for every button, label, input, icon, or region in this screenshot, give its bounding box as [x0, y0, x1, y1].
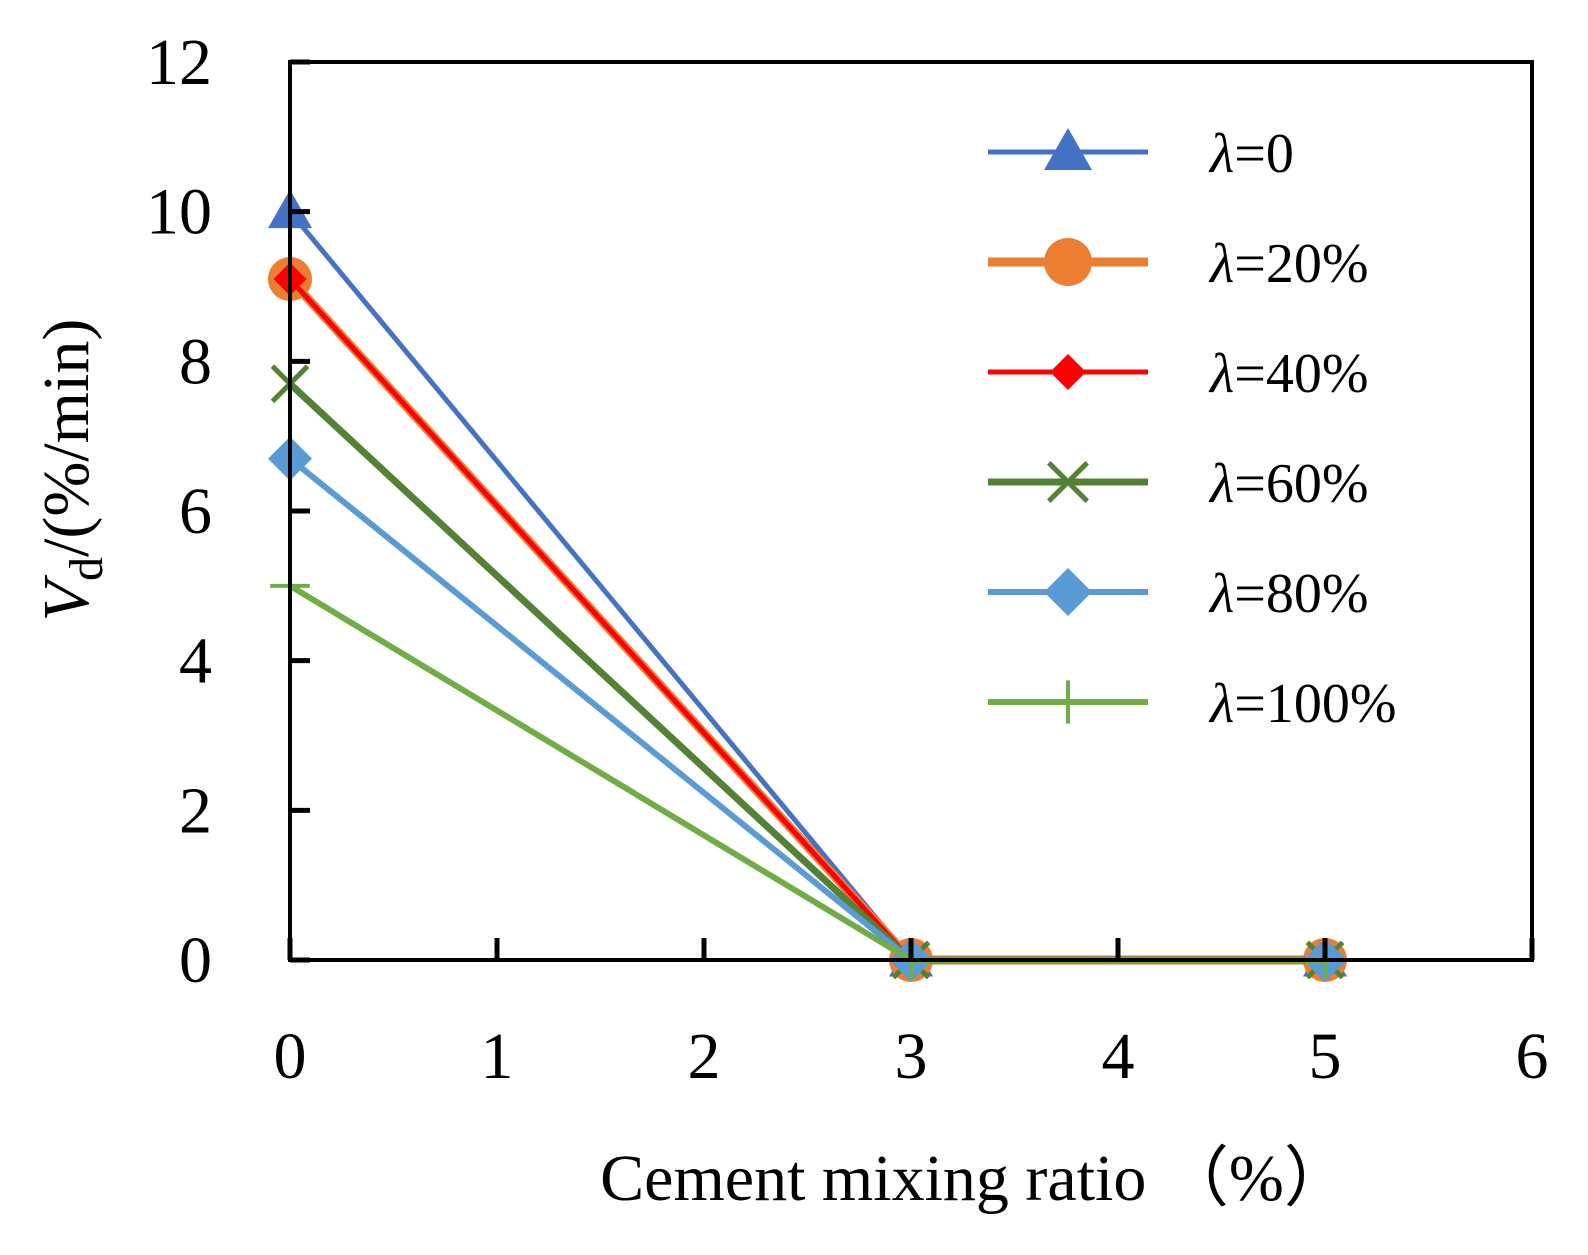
- y-axis-subscript: d: [60, 557, 113, 581]
- y-tick-label: 4: [179, 625, 212, 698]
- series-λ=0: [268, 189, 1347, 977]
- x-tick-label: 4: [1102, 1020, 1135, 1093]
- y-axis-variable: V: [30, 574, 103, 621]
- series-line: [288, 456, 1325, 963]
- x-tick-label: 3: [895, 1020, 928, 1093]
- data-point-triangle: [1044, 128, 1092, 170]
- legend-entry: λ=60%: [988, 453, 1369, 515]
- data-point-plus: [1046, 680, 1090, 724]
- legend-label: λ=60%: [1208, 453, 1369, 515]
- series-layer: [268, 189, 1347, 982]
- y-tick-label: 12: [146, 26, 212, 99]
- legend-lambda-symbol: λ: [1208, 343, 1234, 405]
- x-tick-label: 5: [1309, 1020, 1342, 1093]
- legend-label: λ=0: [1208, 123, 1294, 185]
- legend-lambda-symbol: λ: [1208, 673, 1234, 735]
- legend-entry: λ=40%: [988, 343, 1369, 405]
- legend-lambda-symbol: λ: [1208, 123, 1234, 185]
- x-tick-label: 2: [688, 1020, 721, 1093]
- legend-lambda-symbol: λ: [1208, 453, 1234, 515]
- legend-lambda-symbol: λ: [1208, 233, 1234, 295]
- x-tick-label: 6: [1516, 1020, 1549, 1093]
- legend-entry: λ=20%: [988, 233, 1369, 295]
- legend-label: λ=20%: [1208, 233, 1369, 295]
- data-point-diamond: [1044, 568, 1092, 616]
- data-point-circle: [1044, 238, 1092, 286]
- series-line: [286, 275, 1325, 965]
- legend-value-text: =100%: [1234, 673, 1396, 735]
- x-axis-title: Cement mixing ratio （%）: [600, 1142, 1350, 1215]
- legend-label: λ=80%: [1208, 563, 1369, 625]
- y-axis-title: Vd/(%/min): [30, 319, 113, 622]
- legend-lambda-symbol: λ: [1208, 563, 1234, 625]
- legend-label: λ=40%: [1208, 343, 1369, 405]
- legend-value-text: =40%: [1234, 343, 1368, 405]
- series-line: [288, 277, 1325, 963]
- data-point-diamond-small: [1050, 354, 1086, 390]
- y-tick-label: 8: [179, 325, 212, 398]
- data-point-x: [1047, 461, 1089, 503]
- legend-entry: λ=0: [988, 123, 1294, 185]
- legend-value-text: =0: [1234, 123, 1294, 185]
- legend-entry: λ=80%: [988, 563, 1369, 625]
- y-tick-label: 6: [179, 475, 212, 548]
- series-λ=100%: [270, 566, 1345, 980]
- x-tick-label: 1: [481, 1020, 514, 1093]
- legend: λ=0λ=20%λ=40%λ=60%λ=80%λ=100%: [988, 123, 1397, 735]
- legend-value-text: =20%: [1234, 233, 1368, 295]
- legend-entry: λ=100%: [988, 673, 1397, 735]
- series-λ=40%: [273, 262, 1342, 977]
- legend-value-text: =60%: [1234, 453, 1368, 515]
- series-line: [288, 583, 1325, 963]
- y-tick-label: 2: [179, 774, 212, 847]
- y-axis-unit: /(%/min): [30, 319, 103, 557]
- y-tick-label: 10: [146, 176, 212, 249]
- x-tick-label: 0: [274, 1020, 307, 1093]
- y-tick-label: 0: [179, 924, 212, 997]
- legend-value-text: =80%: [1234, 563, 1368, 625]
- legend-label: λ=100%: [1208, 673, 1397, 735]
